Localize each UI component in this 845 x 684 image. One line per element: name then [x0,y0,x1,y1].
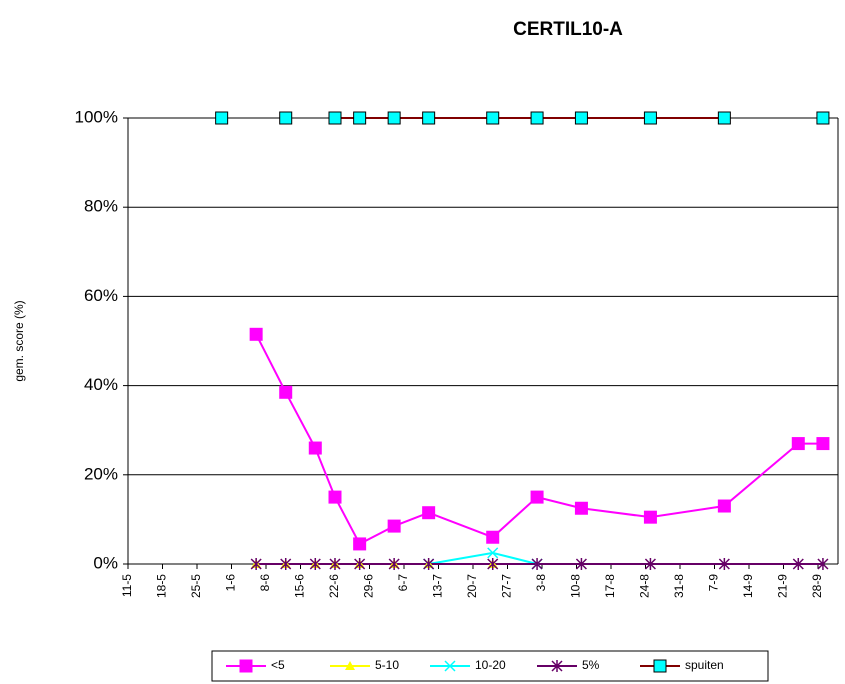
marker [575,558,587,570]
marker [279,111,293,125]
marker [718,558,730,570]
marker [280,558,292,570]
legend-label: <5 [271,658,285,672]
x-tick-label: 27-7 [500,574,514,598]
x-tick-label: 29-6 [362,574,376,598]
x-tick-label: 18-5 [155,574,169,598]
marker [249,327,263,341]
y-tick-label: 40% [84,375,118,394]
marker [215,111,229,125]
legend-label: 5-10 [375,658,399,672]
y-axis-label: gem. score (%) [12,300,26,381]
marker [353,111,367,125]
x-tick-label: 13-7 [431,574,445,598]
marker [387,519,401,533]
marker [328,490,342,504]
marker [643,510,657,524]
marker [354,558,366,570]
x-tick-label: 21-9 [776,574,790,598]
legend-marker [239,659,253,673]
marker [644,558,656,570]
y-tick-label: 100% [75,107,118,126]
x-tick-label: 11-5 [120,574,134,597]
marker [423,558,435,570]
marker [279,385,293,399]
marker [530,490,544,504]
legend-label: 5% [582,658,600,672]
x-tick-label: 6-7 [396,574,410,592]
legend-marker [444,660,456,672]
x-tick-label: 15-6 [293,574,307,598]
series-line [428,551,538,565]
x-tick-label: 8-6 [258,574,272,592]
y-tick-label: 80% [84,197,118,216]
marker [717,499,731,513]
x-tick-label: 28-9 [810,574,824,598]
legend-marker [653,659,667,673]
y-tick-label: 60% [84,286,118,305]
chart-title: CERTIL10-A [513,19,623,40]
marker [574,501,588,515]
marker [422,111,436,125]
marker [328,111,342,125]
marker [486,530,500,544]
x-tick-label: 10-8 [569,574,583,598]
marker [574,111,588,125]
x-tick-label: 31-8 [672,574,686,598]
legend-marker [345,661,355,670]
x-tick-label: 25-5 [189,574,203,598]
y-tick-label: 20% [84,464,118,483]
legend-label: 10-20 [475,658,506,672]
marker [817,558,829,570]
legend-marker [551,660,563,672]
marker [791,437,805,451]
marker [422,506,436,520]
marker [329,558,341,570]
marker [250,558,262,570]
x-tick-label: 14-9 [741,574,755,598]
marker [487,547,499,559]
x-tick-label: 7-9 [707,574,721,592]
marker [353,537,367,551]
marker [387,111,401,125]
marker [487,558,499,570]
marker [388,558,400,570]
x-tick-label: 20-7 [465,574,479,598]
x-tick-label: 24-8 [638,574,652,598]
legend-label: spuiten [685,658,724,672]
x-tick-label: 1-6 [224,574,238,592]
marker [530,111,544,125]
y-tick-label: 0% [93,553,118,572]
x-tick-label: 22-6 [327,574,341,598]
marker [816,111,830,125]
marker [643,111,657,125]
marker [309,558,321,570]
marker [816,437,830,451]
marker [717,111,731,125]
x-tick-label: 17-8 [603,574,617,598]
x-tick-label: 3-8 [534,574,548,592]
marker [308,441,322,455]
marker [792,558,804,570]
series-line [255,333,823,546]
marker [486,111,500,125]
marker [531,558,543,570]
